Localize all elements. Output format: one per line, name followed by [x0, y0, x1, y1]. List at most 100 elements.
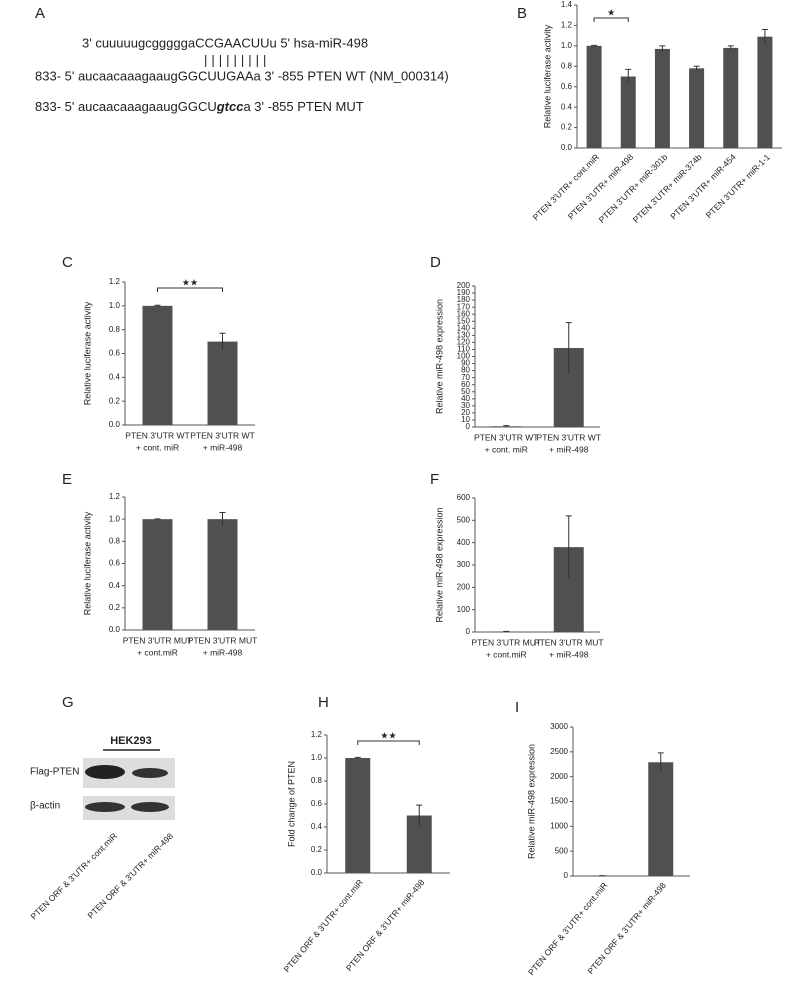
error-bar	[416, 804, 423, 826]
error-bar	[354, 756, 361, 759]
bar	[757, 36, 773, 148]
y-axis-label: Relative luciferase activity	[82, 301, 92, 405]
y-tick-label: 0.0	[561, 143, 573, 152]
mut-sequence: 833- 5' aucaacaaagaaugGGCUgtcca 3' -855 …	[35, 99, 364, 114]
x-tick-label: + miR-498	[549, 649, 589, 659]
y-tick-label: 3000	[550, 722, 568, 731]
y-axis-label: Relative miR-498 expression	[434, 507, 444, 622]
x-tick-label: PTEN 3'UTR WT	[190, 430, 254, 440]
panel-letter: C	[62, 254, 73, 271]
base-pairing: |||||||||	[204, 52, 270, 67]
error-bar	[657, 752, 664, 772]
y-tick-label: 100	[457, 605, 471, 614]
bar	[586, 45, 602, 148]
x-tick-label: + cont.miR	[486, 649, 527, 659]
y-tick-label: 0	[466, 422, 471, 431]
significance-label: ★★	[182, 277, 198, 287]
error-bar	[659, 45, 666, 52]
y-tick-label: 0.6	[561, 82, 573, 91]
y-tick-label: 1.0	[311, 753, 323, 762]
y-tick-label: 1.2	[561, 21, 573, 30]
y-tick-label: 0.0	[311, 868, 323, 877]
bar	[142, 305, 173, 425]
bar	[648, 762, 674, 876]
x-tick-label: PTEN 3'UTR MUT	[188, 635, 258, 645]
y-tick-label: 0.2	[561, 123, 573, 132]
y-tick-label: 2500	[550, 747, 568, 756]
y-tick-label: 1.2	[109, 277, 121, 286]
y-tick-label: 180	[457, 295, 471, 304]
y-tick-label: 140	[457, 323, 471, 332]
x-tick-label: PTEN 3'UTR MUT	[534, 637, 604, 647]
x-tick-label: PTEN 3'UTR+ miR-498	[566, 152, 636, 222]
bar	[654, 48, 670, 148]
x-tick-label: + miR-498	[549, 444, 589, 454]
x-tick-label: PTEN 3'UTR MUT	[123, 635, 193, 645]
y-tick-label: 1000	[550, 821, 568, 830]
blot-band	[85, 765, 125, 779]
x-tick-label: PTEN 3'UTR+ miR-301b	[597, 152, 670, 225]
error-bar	[219, 512, 226, 526]
x-tick-label: PTEN 3'UTR WT	[537, 432, 601, 442]
x-tick-label: PTEN 3'UTR MUT	[471, 637, 541, 647]
y-tick-label: 1.4	[561, 0, 573, 9]
y-tick-label: 0.4	[109, 581, 121, 590]
y-tick-label: 150	[457, 316, 471, 325]
y-tick-label: 0.2	[109, 603, 121, 612]
panel-letter: E	[62, 471, 72, 488]
y-tick-label: 0.6	[311, 799, 323, 808]
y-tick-label: 0.4	[561, 102, 573, 111]
error-bar	[761, 29, 768, 44]
error-bar	[503, 425, 510, 427]
y-tick-label: 170	[457, 302, 471, 311]
panel-letter: B	[517, 5, 527, 22]
panel-letter: A	[35, 5, 45, 22]
x-tick-label: + cont.miR	[137, 647, 178, 657]
y-tick-label: 110	[457, 345, 470, 354]
y-tick-label: 300	[457, 560, 471, 569]
y-tick-label: 0.2	[311, 845, 323, 854]
x-tick-label: PTEN 3'UTR+ miR-454	[668, 152, 738, 222]
y-tick-label: 10	[461, 415, 470, 424]
error-bar	[154, 304, 161, 307]
y-tick-label: 0.8	[561, 61, 573, 70]
bar	[142, 519, 173, 630]
y-axis-label: Relative miR-498 expression	[434, 299, 444, 414]
significance-bracket	[593, 17, 629, 22]
x-tick-label: + cont. miR	[136, 442, 179, 452]
y-axis-label: Relative luciferase activity	[542, 24, 552, 128]
y-tick-label: 1.2	[109, 492, 121, 501]
y-tick-label: 70	[461, 373, 470, 382]
error-bar	[154, 518, 161, 520]
y-tick-label: 0.8	[311, 776, 323, 785]
x-tick-label: PTEN 3'UTR WT	[125, 430, 189, 440]
panel-letter: I	[515, 699, 519, 716]
y-tick-label: 500	[555, 846, 569, 855]
y-tick-label: 200	[457, 582, 471, 591]
y-tick-label: 50	[461, 387, 470, 396]
y-axis-label: Fold change of PTEN	[286, 761, 296, 847]
y-tick-label: 120	[457, 338, 471, 347]
error-bar	[565, 515, 572, 579]
error-bar	[625, 68, 632, 84]
y-tick-label: 200	[457, 281, 471, 290]
y-tick-label: 0.0	[109, 625, 121, 634]
y-tick-label: 30	[461, 401, 470, 410]
y-tick-label: 40	[461, 394, 470, 403]
bar	[723, 47, 739, 148]
blot-row-label: β-actin	[30, 801, 60, 812]
y-axis-label: Relative miR-498 expression	[526, 744, 536, 859]
mut-seq-part: 833- 5' aucaacaaagaaugGGCU	[35, 99, 217, 114]
lane-label: PTEN ORF & 3'UTR+ cont.miR	[28, 831, 119, 922]
blot-band	[131, 802, 169, 812]
error-bar	[591, 44, 598, 47]
bar	[345, 758, 371, 873]
significance-label: ★	[607, 7, 615, 17]
mirna-sequence: 3' cuuuuugcgggggaCCGAACUUu 5' hsa-miR-49…	[82, 35, 368, 50]
x-tick-label: PTEN 3'UTR+ cont.miR	[531, 152, 602, 223]
y-tick-label: 0.8	[109, 325, 121, 334]
y-tick-label: 1500	[550, 797, 568, 806]
y-axis-label: Relative luciferase activity	[82, 511, 92, 615]
y-tick-label: 2000	[550, 772, 568, 781]
error-bar	[219, 332, 226, 350]
